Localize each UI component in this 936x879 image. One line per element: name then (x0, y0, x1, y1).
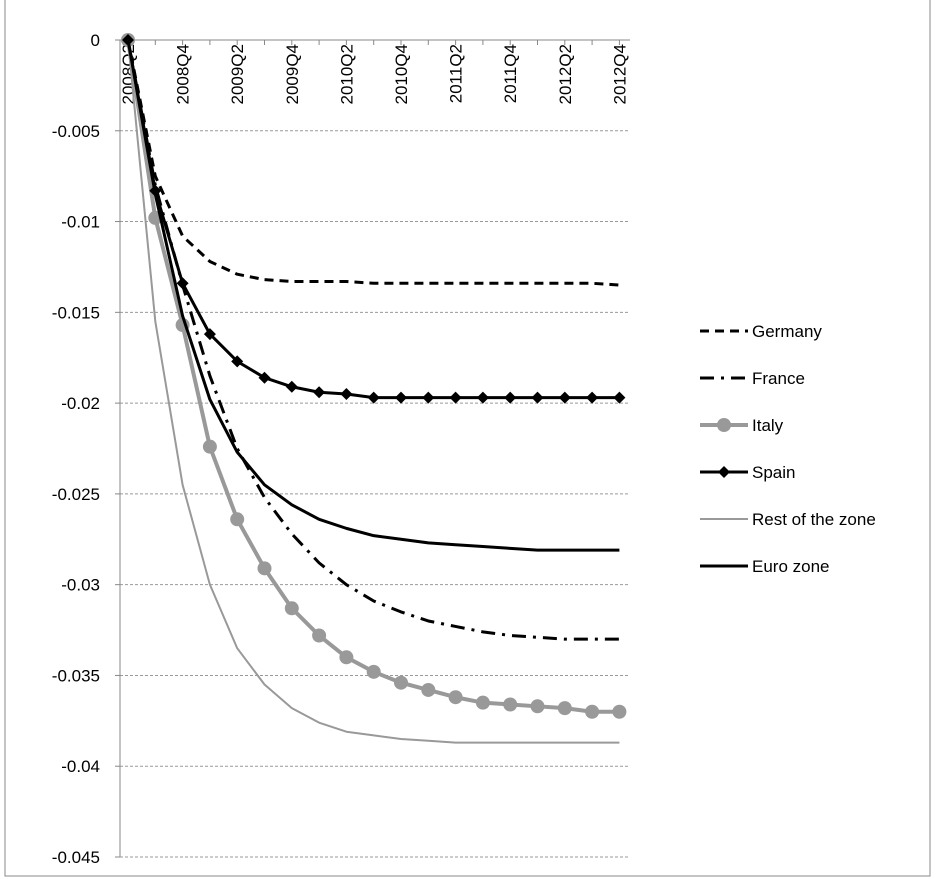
data-point (340, 388, 353, 401)
legend-label: Euro zone (752, 557, 830, 576)
y-tick-label: -0.02 (61, 394, 100, 413)
y-tick-label: 0 (91, 31, 100, 50)
data-point (366, 664, 381, 679)
data-point (475, 695, 490, 710)
series-line (126, 39, 620, 287)
data-point (257, 561, 272, 576)
series-line (127, 39, 620, 744)
data-point (612, 704, 627, 719)
data-point (557, 701, 572, 716)
y-tick-label: -0.01 (61, 213, 100, 232)
data-point (339, 650, 354, 665)
data-point (448, 690, 463, 705)
data-point (449, 391, 462, 404)
data-point (586, 391, 599, 404)
data-point (312, 628, 327, 643)
x-tick-label: 2008Q4 (174, 44, 193, 105)
data-point (395, 391, 407, 404)
data-point (176, 277, 189, 290)
legend-marker (718, 466, 730, 478)
data-point (531, 391, 544, 404)
data-point (203, 328, 216, 341)
data-point (313, 386, 326, 399)
y-tick-label: -0.025 (52, 485, 100, 504)
legend-label: Spain (752, 463, 795, 482)
data-point (230, 512, 245, 527)
x-tick-label: 2012Q4 (610, 44, 629, 105)
data-point (231, 355, 244, 368)
data-point (530, 699, 545, 714)
legend-label: Germany (752, 322, 822, 341)
data-point (503, 697, 518, 712)
x-tick-label: 2009Q2 (228, 44, 247, 105)
y-tick-label: -0.005 (52, 122, 100, 141)
data-point (285, 380, 298, 393)
data-point (613, 391, 626, 404)
data-point (394, 675, 408, 690)
legend-label: Rest of the zone (752, 510, 876, 529)
x-tick-label: 2012Q2 (556, 44, 575, 105)
x-tick-label: 2011Q4 (501, 44, 520, 103)
series-line (126, 39, 620, 552)
y-tick-label: -0.015 (52, 303, 100, 322)
legend-label: France (752, 369, 805, 388)
data-point (476, 391, 489, 404)
y-tick-label: -0.035 (52, 666, 100, 685)
data-point (284, 601, 299, 616)
x-tick-label: 2010Q2 (337, 44, 356, 105)
legend-label: Italy (752, 416, 784, 435)
series-line (126, 39, 620, 641)
chart-frame (4, 0, 931, 877)
data-point (585, 704, 600, 719)
y-tick-label: -0.03 (61, 576, 100, 595)
y-tick-label: -0.04 (61, 757, 100, 776)
data-point (367, 391, 380, 404)
data-point (504, 391, 517, 404)
legend-marker (717, 418, 731, 432)
data-point (421, 682, 436, 697)
y-tick-label: -0.045 (52, 848, 100, 867)
x-tick-label: 2010Q4 (392, 44, 411, 105)
data-point (422, 391, 435, 404)
data-point (558, 391, 571, 404)
x-tick-label: 2011Q2 (447, 44, 466, 103)
x-tick-label: 2009Q4 (283, 44, 302, 105)
data-point (202, 439, 217, 454)
data-point (258, 371, 271, 384)
